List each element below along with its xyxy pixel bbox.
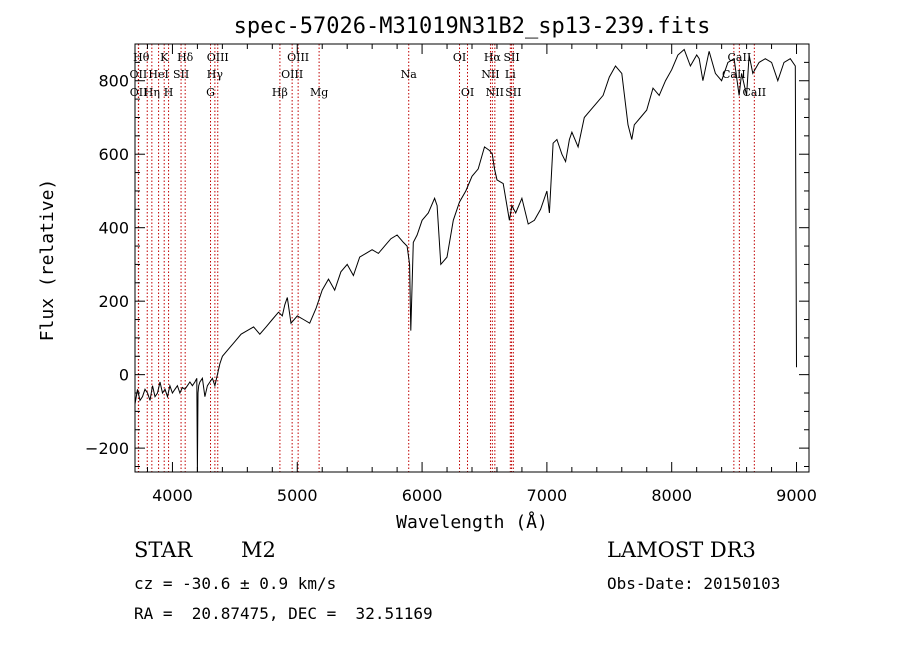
line-label-nii: NII — [481, 68, 499, 81]
y-tick-label: 400 — [98, 219, 129, 238]
x-tick-label: 4000 — [152, 486, 193, 505]
x-tick-label: 7000 — [527, 486, 568, 505]
line-label-hγ: Hγ — [207, 68, 224, 81]
line-label-li: Li — [505, 68, 516, 81]
line-label-sii: SII — [505, 86, 521, 99]
object-class: STAR — [134, 538, 193, 562]
emission-line-markers — [137, 44, 755, 472]
line-label-mg: Mg — [310, 86, 328, 99]
line-label-oii: OII — [130, 86, 148, 99]
observation-date: Obs-Date: 20150103 — [607, 574, 781, 593]
line-label-oi: OI — [453, 51, 466, 64]
line-label-hθ: Hθ — [133, 51, 150, 64]
x-tick-label: 6000 — [402, 486, 443, 505]
line-label-hβ: Hβ — [272, 86, 288, 99]
x-axis-label: Wavelength (Å) — [396, 511, 548, 533]
plot-frame — [134, 43, 810, 473]
line-label-oiii: OIII — [287, 51, 309, 64]
object-subclass: M2 — [241, 538, 276, 562]
line-label-hδ: Hδ — [177, 51, 194, 64]
line-label-hei: HeI — [148, 68, 168, 81]
line-label-g: G — [206, 86, 215, 99]
line-label-na: Na — [401, 68, 418, 81]
line-label-sii: SII — [503, 51, 519, 64]
y-tick-label: 200 — [98, 292, 129, 311]
line-label-k: K — [160, 51, 169, 64]
x-tick-label: 8000 — [651, 486, 692, 505]
chart-title: spec-57026-M31019N31B2_sp13-239.fits — [234, 14, 711, 39]
axis-ticks: 4000 5000 6000 7000 8000 9000 −200 0 200 400 600 80… — [85, 44, 817, 505]
redshift-cz: cz = -30.6 ± 0.9 km/s — [134, 574, 337, 593]
line-label-oi: OI — [461, 86, 474, 99]
line-label-oiii: OIII — [207, 51, 229, 64]
line-label-sii: SII — [173, 68, 189, 81]
line-label-nii: NII — [486, 86, 504, 99]
x-tick-label: 5000 — [277, 486, 318, 505]
y-tick-label: 0 — [119, 366, 129, 385]
line-label-oiii: OIII — [281, 68, 303, 81]
y-tick-label: 600 — [98, 145, 129, 164]
y-tick-label: 800 — [98, 72, 129, 91]
y-axis-label: Flux (relative) — [37, 179, 58, 342]
coordinates: RA = 20.87475, DEC = 32.51169 — [134, 604, 433, 623]
y-tick-label: −200 — [85, 439, 129, 458]
line-label-caii: CaII — [722, 68, 746, 81]
line-label-caii: CaII — [728, 51, 752, 64]
line-label-caii: CaII — [742, 86, 766, 99]
line-label-hη: Hη — [144, 86, 160, 99]
line-label-hα: Hα — [484, 51, 502, 64]
flux-series-line — [134, 48, 797, 473]
x-tick-label: 9000 — [776, 486, 817, 505]
survey-label: LAMOST DR3 — [607, 538, 756, 562]
line-label-h: H — [164, 86, 174, 99]
line-label-oii: OII — [130, 68, 148, 81]
